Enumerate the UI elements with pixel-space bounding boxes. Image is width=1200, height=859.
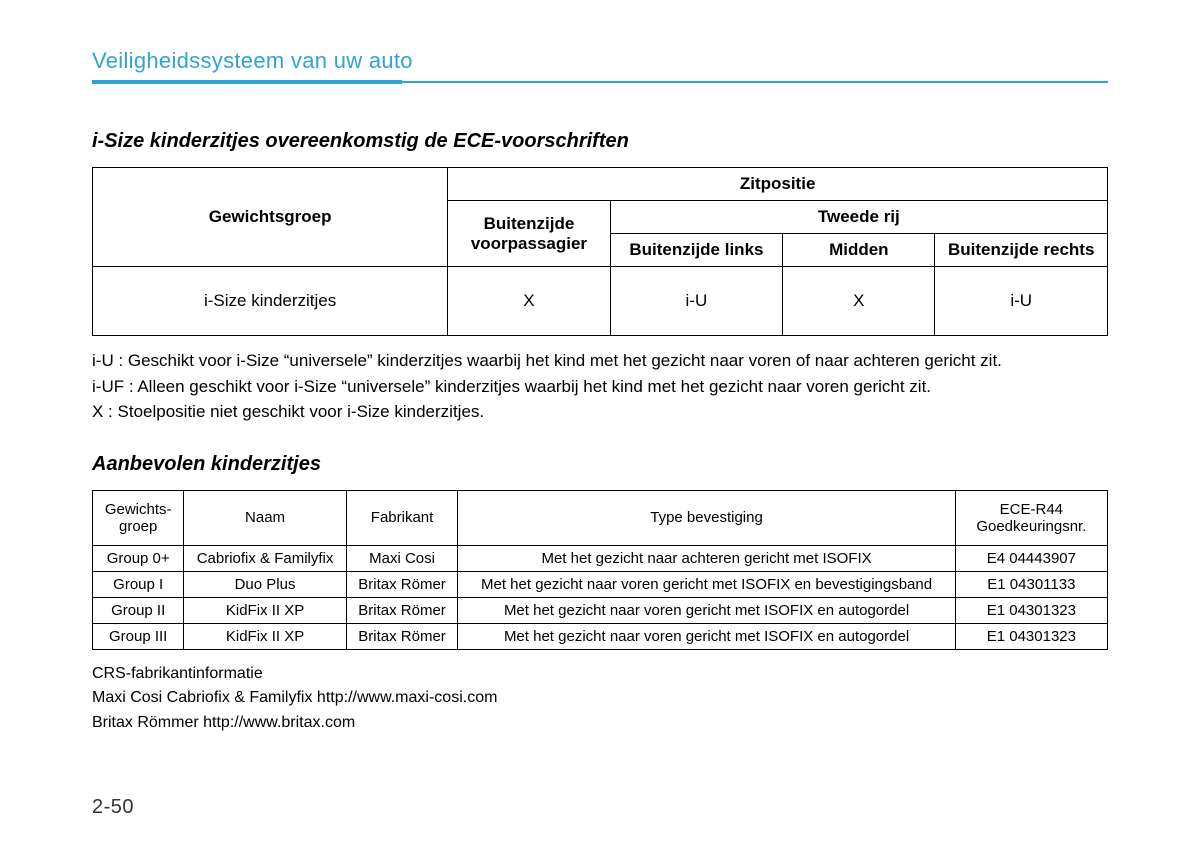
val-mid: X	[783, 267, 935, 336]
isize-table: Gewichtsgroep Zitpositie Buitenzijde voo…	[92, 167, 1108, 336]
page-header-title: Veiligheidssysteem van uw auto	[92, 48, 1108, 74]
footnote-line: Britax Römmer http://www.britax.com	[92, 711, 1108, 736]
legend-block: i-U : Geschikt voor i-Size “universele” …	[92, 348, 1108, 425]
t2-r3c3: Met het gezicht naar voren gericht met I…	[458, 623, 955, 649]
footnote-line: CRS-fabrikantinformatie	[92, 662, 1108, 687]
t2-r0c4: E4 04443907	[955, 545, 1107, 571]
t2-r2c1: KidFix II XP	[184, 597, 346, 623]
t2-r3c0: Group III	[93, 623, 184, 649]
t2-r3c4: E1 04301323	[955, 623, 1107, 649]
t2-r3c2: Britax Römer	[346, 623, 458, 649]
table-row: Group III KidFix II XP Britax Römer Met …	[93, 623, 1108, 649]
t2-r1c3: Met het gezicht naar voren gericht met I…	[458, 571, 955, 597]
t2-r2c4: E1 04301323	[955, 597, 1107, 623]
t2-r0c0: Group 0+	[93, 545, 184, 571]
col-right: Buitenzijde rechts	[935, 234, 1108, 267]
footnotes: CRS-fabrikantinformatie Maxi Cosi Cabrio…	[92, 662, 1108, 736]
t2-r2c3: Met het gezicht naar voren gericht met I…	[458, 597, 955, 623]
legend-iu: i-U : Geschikt voor i-Size “universele” …	[92, 348, 1108, 374]
recommended-table: Gewichts- groep Naam Fabrikant Type beve…	[92, 490, 1108, 650]
t2-h0: Gewichts- groep	[93, 490, 184, 545]
legend-x: X : Stoelpositie niet geschikt voor i-Si…	[92, 399, 1108, 425]
t2-r2c2: Britax Römer	[346, 597, 458, 623]
val-right: i-U	[935, 267, 1108, 336]
t2-r0c2: Maxi Cosi	[346, 545, 458, 571]
t2-r2c0: Group II	[93, 597, 184, 623]
t2-r0c1: Cabriofix & Familyfix	[184, 545, 346, 571]
t2-h1: Naam	[184, 490, 346, 545]
page-number: 2-50	[92, 796, 134, 819]
t2-r1c2: Britax Römer	[346, 571, 458, 597]
t2-r1c0: Group I	[93, 571, 184, 597]
section1-title: i-Size kinderzitjes overeenkomstig de EC…	[92, 130, 1108, 153]
footnote-line: Maxi Cosi Cabriofix & Familyfix http://w…	[92, 686, 1108, 711]
col-second-row: Tweede rij	[610, 201, 1107, 234]
t2-r1c1: Duo Plus	[184, 571, 346, 597]
t2-r3c1: KidFix II XP	[184, 623, 346, 649]
row-label: i-Size kinderzitjes	[93, 267, 448, 336]
t2-h2: Fabrikant	[346, 490, 458, 545]
section2-title: Aanbevolen kinderzitjes	[92, 453, 1108, 476]
col-left: Buitenzijde links	[610, 234, 783, 267]
t2-r0c3: Met het gezicht naar achteren gericht me…	[458, 545, 955, 571]
t2-h4: ECE-R44 Goedkeuringsnr.	[955, 490, 1107, 545]
legend-iuf: i-UF : Alleen geschikt voor i-Size “univ…	[92, 374, 1108, 400]
col-front: Buitenzijde voorpassagier	[448, 201, 610, 267]
col-gewichtsgroep: Gewichtsgroep	[93, 168, 448, 267]
table-row: Group 0+ Cabriofix & Familyfix Maxi Cosi…	[93, 545, 1108, 571]
col-mid: Midden	[783, 234, 935, 267]
val-left: i-U	[610, 267, 783, 336]
header-rule	[92, 80, 1108, 84]
t2-h3: Type bevestiging	[458, 490, 955, 545]
t2-r1c4: E1 04301133	[955, 571, 1107, 597]
table-row: Group I Duo Plus Britax Römer Met het ge…	[93, 571, 1108, 597]
table-row: Group II KidFix II XP Britax Römer Met h…	[93, 597, 1108, 623]
val-front: X	[448, 267, 610, 336]
col-zitpositie: Zitpositie	[448, 168, 1108, 201]
